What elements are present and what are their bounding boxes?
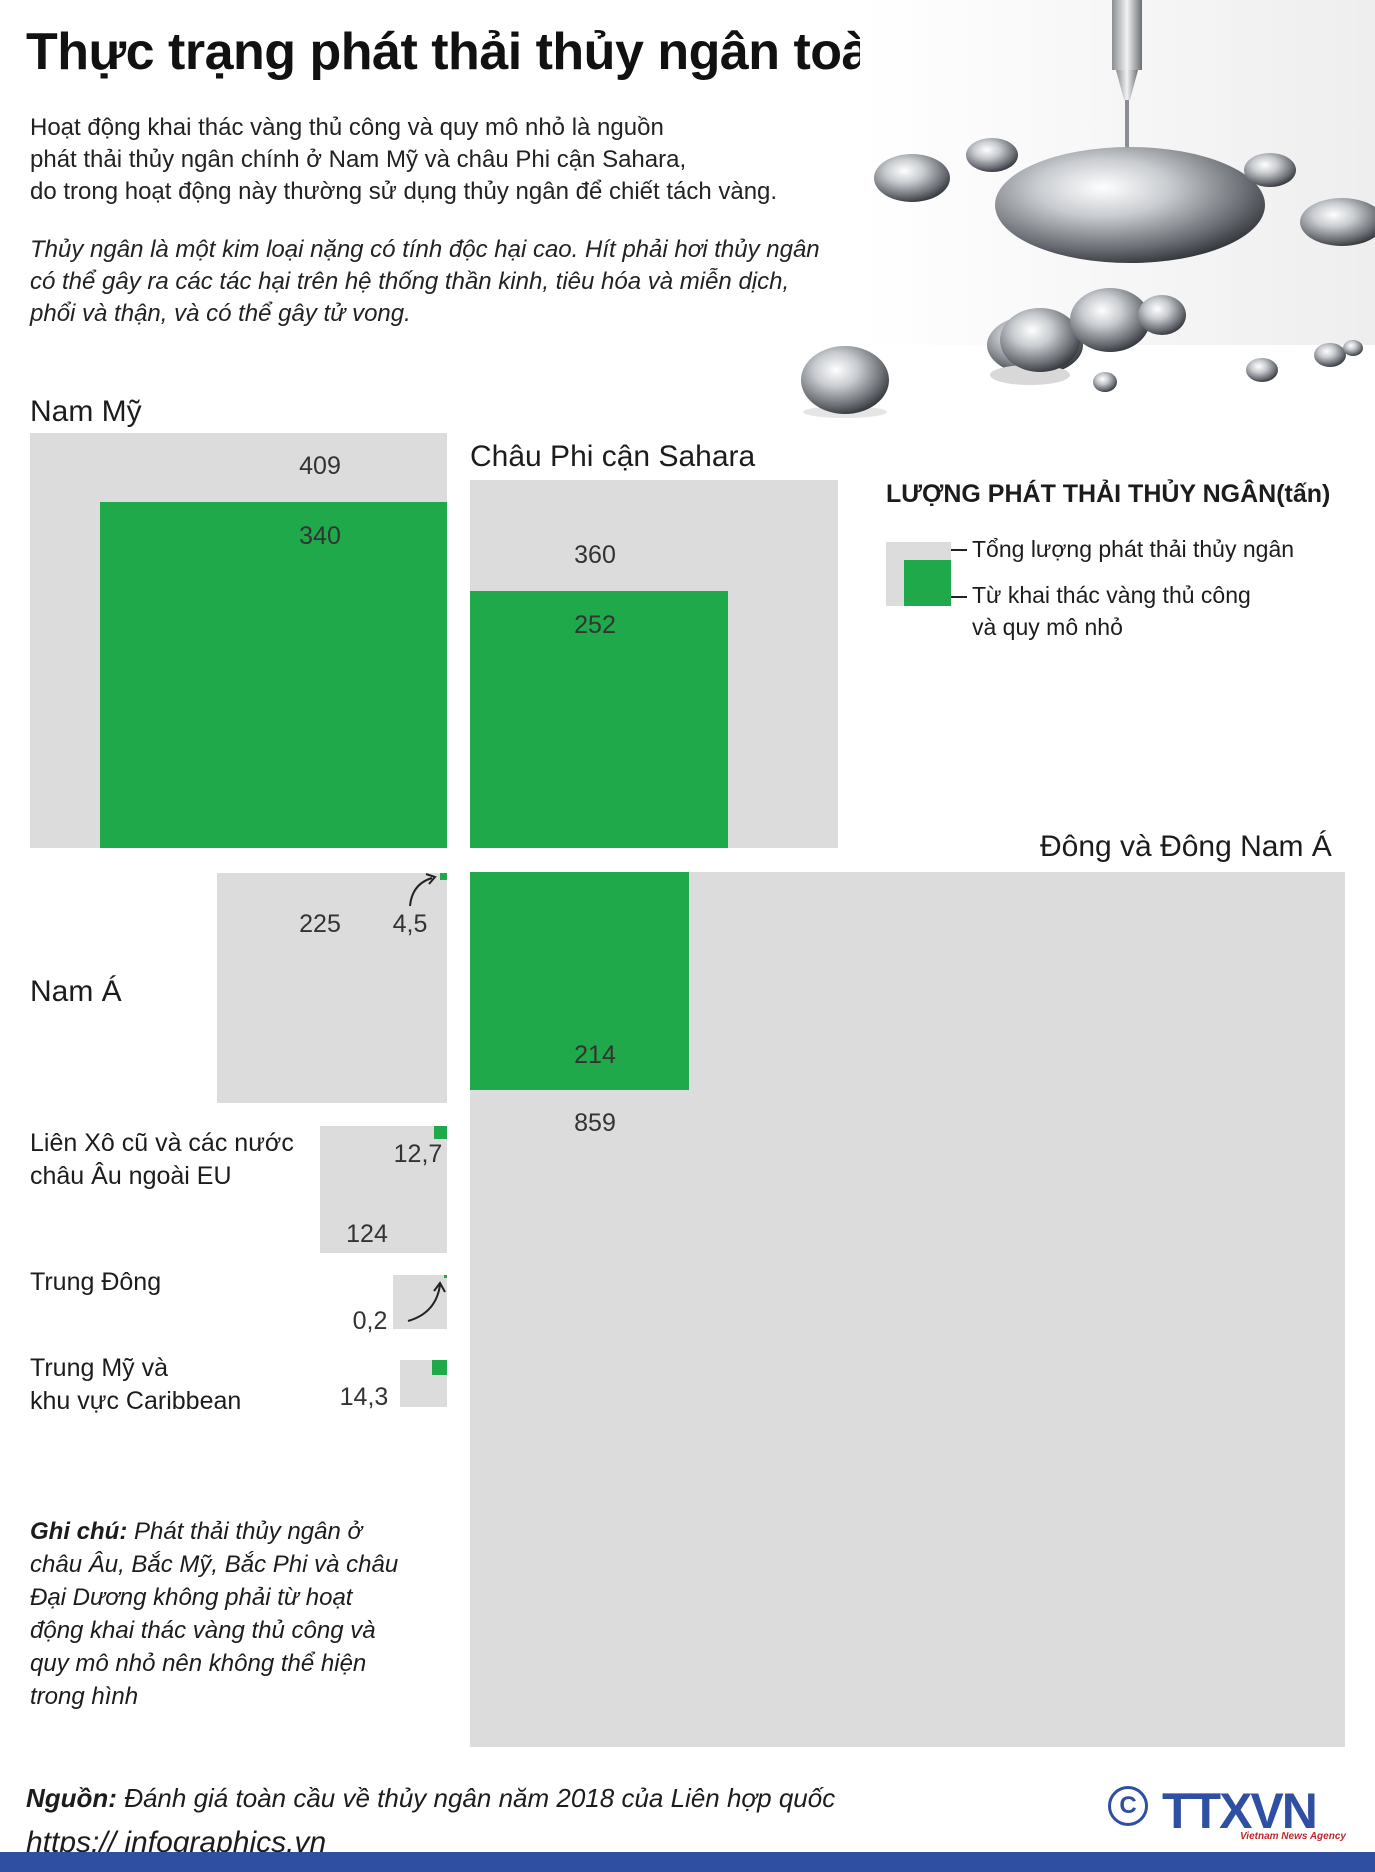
- legend-leader-line: [951, 549, 967, 551]
- ttxvn-logo-subtitle: Vietnam News Agency: [1240, 1831, 1346, 1842]
- region-label-trung-dong: Trung Đông: [30, 1268, 162, 1296]
- footnote-text: Phát thải thủy ngân ở châu Âu, Bắc Mỹ, B…: [30, 1518, 399, 1710]
- mercury-droplets-illustration: [860, 0, 1375, 392]
- region-label-nam-my: Nam Mỹ: [30, 395, 142, 428]
- asgm-value-dong-nam-a: 214: [574, 1041, 616, 1069]
- total-value-nam-my: 409: [299, 452, 341, 480]
- region-label-line: châu Âu ngoài EU: [30, 1162, 232, 1190]
- legend-label-total: Tổng lượng phát thải thủy ngân: [972, 536, 1295, 562]
- source-line: Nguồn: Đánh giá toàn cầu về thủy ngân nă…: [26, 1783, 835, 1814]
- region-label-trung-my: Trung Mỹ và khu vực Caribbean: [30, 1352, 241, 1418]
- curved-arrow-icon: [409, 873, 437, 907]
- legend-label-line: Từ khai thác vàng thủ công: [972, 582, 1251, 608]
- total-square-lien-xo: [320, 1126, 447, 1253]
- total-value-nam-a: 225: [299, 910, 341, 938]
- asgm-square-nam-my: [100, 502, 447, 848]
- asgm-square-nam-a: [440, 873, 447, 880]
- region-label-line: Trung Mỹ và: [30, 1354, 169, 1382]
- source-text: Đánh giá toàn cầu về thủy ngân năm 2018 …: [116, 1783, 836, 1813]
- asgm-square-chau-phi: [470, 591, 728, 848]
- footer-bar: [0, 1852, 1375, 1872]
- warning-line: Thủy ngân là một kim loại nặng có tính đ…: [30, 236, 820, 263]
- asgm-value-trung-dong: 0,2: [352, 1307, 388, 1335]
- legend-title: LƯỢNG PHÁT THẢI THỦY NGÂN(tấn): [886, 480, 1331, 508]
- ttxvn-logo: TTXVN: [1162, 1783, 1318, 1839]
- intro-line: phát thải thủy ngân chính ở Nam Mỹ và ch…: [30, 146, 687, 173]
- total-square-nam-a: [217, 873, 447, 1103]
- asgm-value-nam-my: 340: [299, 522, 341, 550]
- region-label-nam-a: Nam Á: [30, 975, 122, 1008]
- region-label-line: Liên Xô cũ và các nước: [30, 1129, 294, 1157]
- legend-label-asgm: Từ khai thác vàng thủ công và quy mô nhỏ: [972, 579, 1251, 643]
- intro-paragraph: Hoạt động khai thác vàng thủ công và quy…: [30, 112, 850, 208]
- asgm-square-trung-my: [432, 1360, 447, 1375]
- asgm-value-nam-a: 4,5: [392, 910, 428, 938]
- curved-arrow-icon: [407, 1281, 446, 1322]
- page-title: Thực trạng phát thải thủy ngân toàn cầu: [26, 23, 1004, 81]
- intro-line: do trong hoạt động này thường sử dụng th…: [30, 178, 778, 205]
- total-value-lien-xo: 124: [346, 1220, 388, 1248]
- asgm-value-trung-my: 14,3: [339, 1383, 389, 1411]
- warning-line: phổi và thận, và có thể gây tử vong.: [30, 300, 411, 327]
- copyright-icon: C: [1108, 1786, 1148, 1826]
- source-label: Nguồn:: [26, 1783, 117, 1813]
- region-label-line: khu vực Caribbean: [30, 1387, 242, 1415]
- asgm-value-chau-phi: 252: [574, 611, 616, 639]
- asgm-square-lien-xo: [434, 1126, 447, 1139]
- asgm-square-trung-dong: [444, 1275, 447, 1278]
- asgm-square-dong-nam-a: [470, 872, 689, 1090]
- warning-paragraph: Thủy ngân là một kim loại nặng có tính đ…: [30, 234, 850, 330]
- legend-label-line: và quy mô nhỏ: [972, 614, 1123, 640]
- intro-line: Hoạt động khai thác vàng thủ công và quy…: [30, 114, 664, 141]
- legend-leader-line: [951, 596, 967, 598]
- mercury-drop-icon: [801, 346, 889, 418]
- asgm-value-lien-xo: 12,7: [393, 1140, 443, 1168]
- total-value-chau-phi: 360: [574, 541, 616, 569]
- footnote: Ghi chú: Phát thải thủy ngân ở châu Âu, …: [30, 1515, 410, 1713]
- region-label-lien-xo: Liên Xô cũ và các nước châu Âu ngoài EU: [30, 1127, 294, 1193]
- footnote-label: Ghi chú:: [30, 1518, 128, 1545]
- warning-line: có thể gây ra các tác hại trên hệ thống …: [30, 268, 790, 295]
- legend-swatch-asgm: [904, 560, 951, 606]
- total-value-dong-nam-a: 859: [574, 1109, 616, 1137]
- region-label-dong-nam-a: Đông và Đông Nam Á: [1040, 830, 1332, 863]
- region-label-chau-phi: Châu Phi cận Sahara: [470, 440, 756, 473]
